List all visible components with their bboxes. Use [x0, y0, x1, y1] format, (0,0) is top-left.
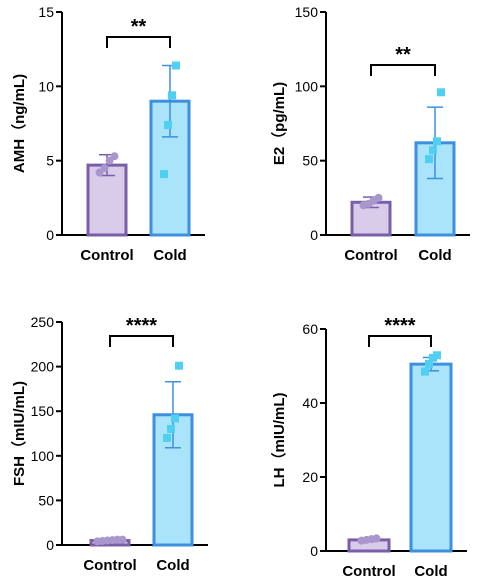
y-tick-label: 40 [302, 395, 318, 411]
y-axis-label: LH（mIU/mL) [270, 392, 288, 487]
x-category-label: Control [344, 247, 397, 264]
data-point [172, 61, 180, 70]
data-point [425, 155, 433, 164]
significance-stars: ** [131, 16, 147, 38]
y-tick-label: 0 [310, 543, 318, 559]
data-point [437, 88, 445, 97]
data-point [175, 361, 183, 370]
y-tick-label: 50 [302, 153, 318, 169]
data-point [164, 120, 172, 129]
x-category-label: Cold [153, 247, 186, 264]
significance-bracket [368, 335, 432, 347]
data-point [171, 414, 179, 423]
x-category-label: Cold [414, 563, 447, 580]
y-tick-label: 200 [31, 359, 55, 375]
y-tick-label: 150 [295, 4, 319, 20]
y-tick-label: 0 [46, 227, 54, 243]
y-tick-label: 250 [31, 314, 55, 330]
chart-panel-4: 0 20 40 60 LH（mIU/mL) Control Cold **** [270, 315, 467, 580]
y-axis-label: FSH（mIU/mL) [10, 381, 28, 486]
y-tick-label: 50 [38, 492, 54, 508]
y-tick-label: 0 [46, 537, 54, 553]
data-point [425, 359, 433, 368]
data-point [429, 146, 437, 155]
y-tick-label: 60 [302, 321, 318, 337]
data-point [118, 535, 127, 544]
chart-panel-3: 0 50 100 150 200 250 FSH（mIU/mL) Control Cold ***… [10, 314, 208, 574]
y-tick-label: 15 [38, 4, 54, 20]
data-point [433, 351, 441, 360]
significance-stars: **** [384, 315, 415, 337]
x-category-label: Control [83, 557, 136, 574]
y-tick-label: 0 [310, 227, 318, 243]
y-axis-label: E2（pg/mL) [270, 82, 288, 165]
data-point [167, 425, 175, 434]
y-tick-label: 5 [46, 153, 54, 169]
data-point [100, 164, 109, 173]
significance-stars: ** [395, 44, 411, 66]
data-point [168, 91, 176, 100]
data-point [433, 137, 441, 146]
y-tick-label: 20 [302, 469, 318, 485]
chart-panel-2: 0 50 100 150 E2（pg/mL) Control Cold ** [270, 4, 470, 264]
data-point [160, 170, 168, 179]
data-point [374, 193, 383, 202]
y-tick-label: 10 [38, 78, 54, 94]
bar-cold [409, 362, 453, 553]
x-category-label: Control [80, 247, 133, 264]
data-point [372, 534, 381, 543]
x-category-label: Cold [418, 247, 451, 264]
significance-bracket [109, 335, 174, 347]
x-category-label: Cold [156, 557, 189, 574]
y-tick-label: 100 [295, 78, 319, 94]
data-point [163, 433, 171, 442]
y-axis-label: AMH（ng/mL) [10, 74, 28, 173]
y-tick-label: 150 [31, 403, 55, 419]
significance-stars: **** [126, 315, 157, 337]
data-point [421, 367, 429, 376]
data-point [110, 152, 119, 161]
significance-bracket [370, 64, 436, 76]
significance-bracket [106, 36, 171, 48]
chart-panel-1: 0 5 10 15 AMH（ng/mL) Control Cold ** [10, 4, 205, 264]
y-tick-label: 100 [31, 448, 55, 464]
x-category-label: Control [342, 563, 395, 580]
